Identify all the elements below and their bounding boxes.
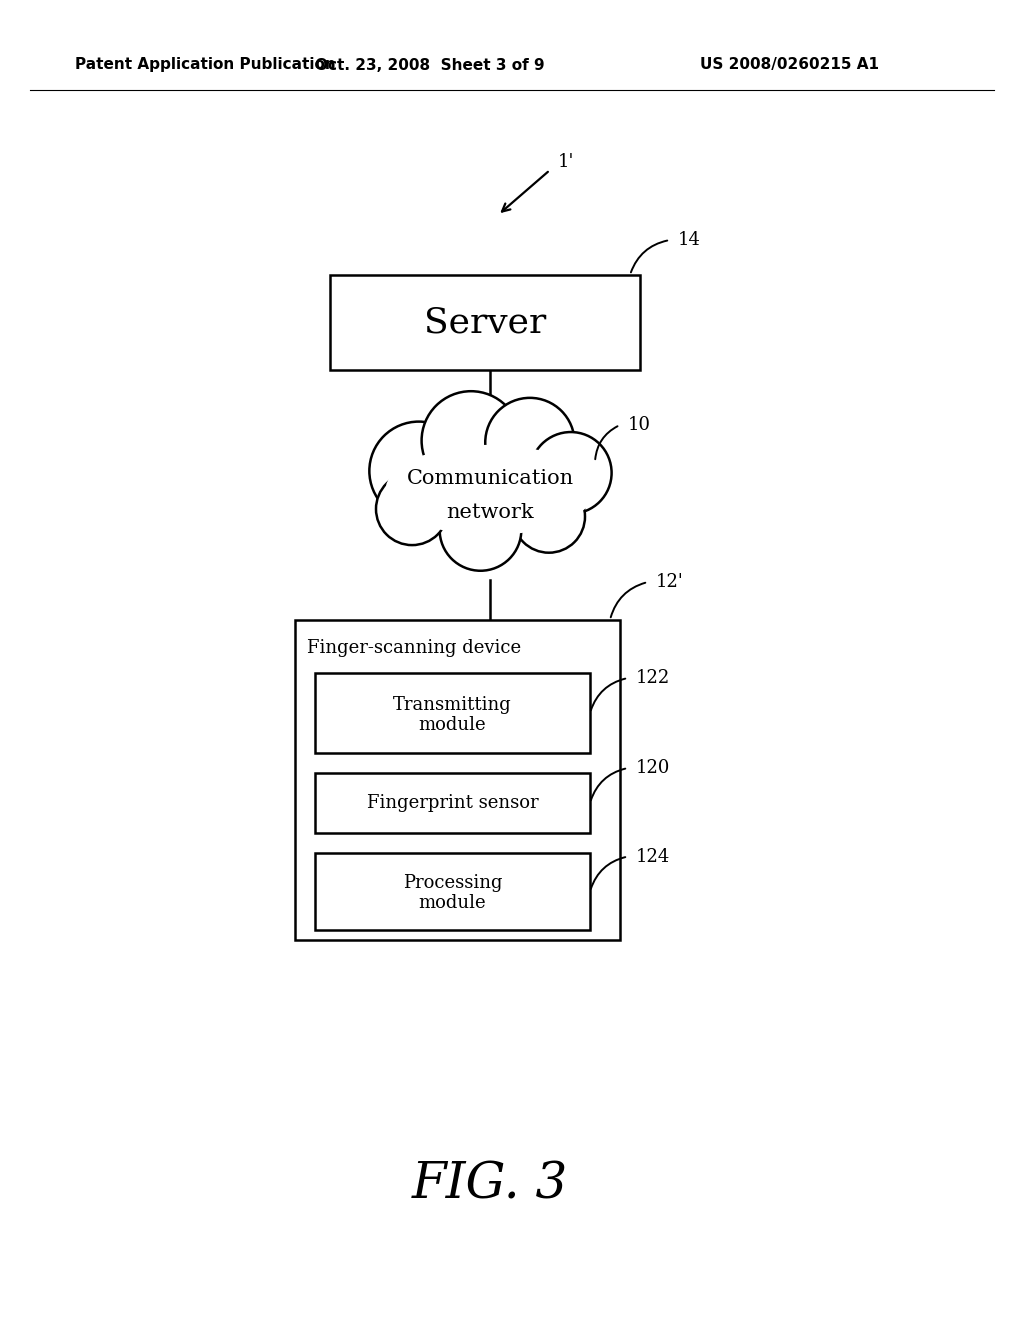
Bar — [330, 275, 640, 370]
Text: module: module — [419, 895, 486, 912]
Text: Oct. 23, 2008  Sheet 3 of 9: Oct. 23, 2008 Sheet 3 of 9 — [315, 58, 545, 73]
Circle shape — [439, 488, 521, 570]
Ellipse shape — [385, 445, 595, 535]
FancyArrowPatch shape — [591, 678, 626, 710]
Text: Server: Server — [424, 305, 546, 339]
FancyArrowPatch shape — [631, 240, 668, 272]
Circle shape — [370, 421, 468, 520]
Text: Finger-scanning device: Finger-scanning device — [307, 639, 521, 657]
Text: FIG. 3: FIG. 3 — [412, 1160, 568, 1209]
Text: Communication: Communication — [407, 469, 573, 487]
Text: US 2008/0260215 A1: US 2008/0260215 A1 — [700, 58, 880, 73]
Text: 12': 12' — [656, 573, 684, 591]
Bar — [315, 853, 590, 931]
Text: Processing: Processing — [402, 874, 502, 892]
Bar — [295, 620, 620, 940]
Text: 124: 124 — [636, 847, 671, 866]
Text: module: module — [419, 715, 486, 734]
Circle shape — [513, 480, 585, 553]
Circle shape — [485, 397, 574, 487]
Circle shape — [422, 391, 520, 490]
Text: 1': 1' — [558, 153, 574, 172]
FancyArrowPatch shape — [591, 768, 626, 800]
Text: 10: 10 — [628, 416, 651, 434]
Text: 120: 120 — [636, 759, 671, 777]
Circle shape — [529, 432, 611, 513]
Text: Patent Application Publication: Patent Application Publication — [75, 58, 336, 73]
Text: Transmitting: Transmitting — [393, 696, 512, 714]
Bar — [315, 774, 590, 833]
Circle shape — [376, 473, 449, 545]
Text: network: network — [446, 503, 534, 521]
Text: 122: 122 — [636, 669, 671, 686]
FancyArrowPatch shape — [595, 426, 617, 459]
Bar — [315, 673, 590, 752]
FancyArrowPatch shape — [610, 582, 645, 618]
FancyArrowPatch shape — [591, 857, 626, 888]
Text: Fingerprint sensor: Fingerprint sensor — [367, 795, 539, 812]
Text: 14: 14 — [678, 231, 700, 249]
